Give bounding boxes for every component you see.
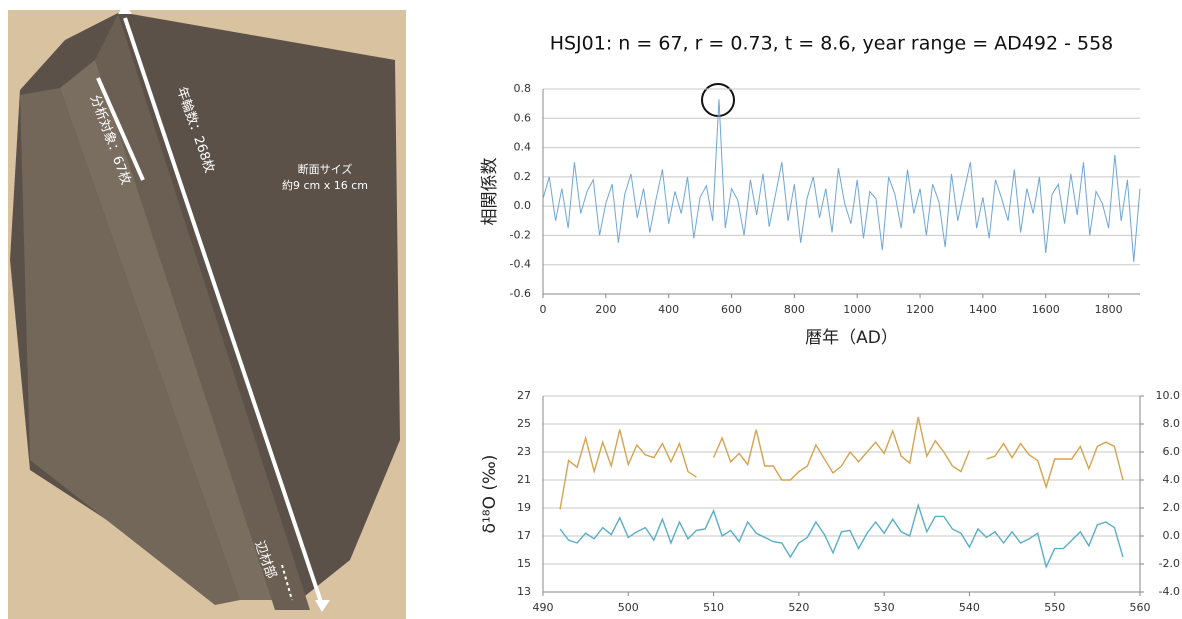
data-line — [542, 99, 1141, 262]
x-tick-label: 800 — [784, 303, 805, 316]
y-tick-label: 19 — [517, 501, 531, 514]
photo: 年輪数：268枚 分析対象：67枚 断面サイズ 約9 cm x 16 cm 辺材… — [8, 4, 406, 619]
y-tick-label: 0.2 — [514, 170, 532, 183]
chart-title: HSJ01: n = 67, r = 0.73, t = 8.6, year r… — [550, 33, 1114, 55]
y2-tick-label: -4.0 — [1159, 585, 1180, 598]
arrow — [123, 17, 324, 606]
y2-tick-label: 10.0 — [1156, 389, 1181, 402]
y2-tick-label: 0.0 — [1163, 529, 1181, 542]
y-tick-label: 0.8 — [514, 82, 532, 95]
y-tick-label: 15 — [517, 557, 531, 570]
y-tick-label: 0.6 — [514, 111, 532, 124]
x-tick-label: 530 — [874, 601, 895, 614]
y-tick-label: 25 — [517, 417, 531, 430]
arrow — [281, 564, 293, 601]
y-tick-label: 27 — [517, 389, 531, 402]
y-axis-label: 相関係数 — [480, 158, 500, 226]
y2-tick-label: 8.0 — [1163, 417, 1181, 430]
x-tick-label: 550 — [1044, 601, 1065, 614]
y-tick-label: 17 — [517, 529, 531, 542]
arrow-head — [118, 4, 132, 14]
data-line — [986, 441, 1124, 490]
data-line — [712, 416, 971, 481]
x-tick-label: 1400 — [969, 303, 997, 316]
x-tick-label: 0 — [540, 303, 547, 316]
y-tick-label: 13 — [517, 585, 531, 598]
photo-label: 約9 cm x 16 cm — [282, 178, 368, 192]
x-tick-label: 520 — [788, 601, 809, 614]
wood-strip — [60, 60, 275, 600]
y2-tick-label: 2.0 — [1163, 501, 1181, 514]
x-tick-label: 1600 — [1032, 303, 1060, 316]
arrow — [96, 77, 145, 181]
x-tick-label: 540 — [959, 601, 980, 614]
data-line — [559, 502, 1124, 569]
x-tick-label: 200 — [595, 303, 616, 316]
y2-tick-label: 4.0 — [1163, 473, 1181, 486]
y-axis-label: δ¹⁸O (‰) — [480, 455, 500, 534]
wood-strip — [20, 88, 240, 605]
x-tick-label: 600 — [721, 303, 742, 316]
y-tick-label: 0.4 — [514, 141, 532, 154]
wood-strip — [95, 14, 310, 610]
data-line — [559, 429, 697, 510]
y-tick-label: -0.4 — [510, 258, 531, 271]
x-tick-label: 1000 — [843, 303, 871, 316]
x-tick-label: 1200 — [906, 303, 934, 316]
x-tick-label: 500 — [618, 601, 639, 614]
x-axis-label: 暦年（AD） — [805, 328, 898, 348]
y-tick-label: -0.6 — [510, 287, 531, 300]
y-tick-label: 0.0 — [514, 199, 532, 212]
y2-tick-label: 6.0 — [1163, 445, 1181, 458]
arrow-head — [315, 600, 330, 612]
y2-tick-label: -2.0 — [1159, 557, 1180, 570]
x-tick-label: 490 — [533, 601, 554, 614]
photo-label: 断面サイズ — [298, 162, 353, 176]
x-tick-label: 560 — [1130, 601, 1151, 614]
y-tick-label: 21 — [517, 473, 531, 486]
x-tick-label: 400 — [658, 303, 679, 316]
y-tick-label: -0.2 — [510, 228, 531, 241]
y-tick-label: 23 — [517, 445, 531, 458]
x-tick-label: 1800 — [1095, 303, 1123, 316]
x-tick-label: 510 — [703, 601, 724, 614]
